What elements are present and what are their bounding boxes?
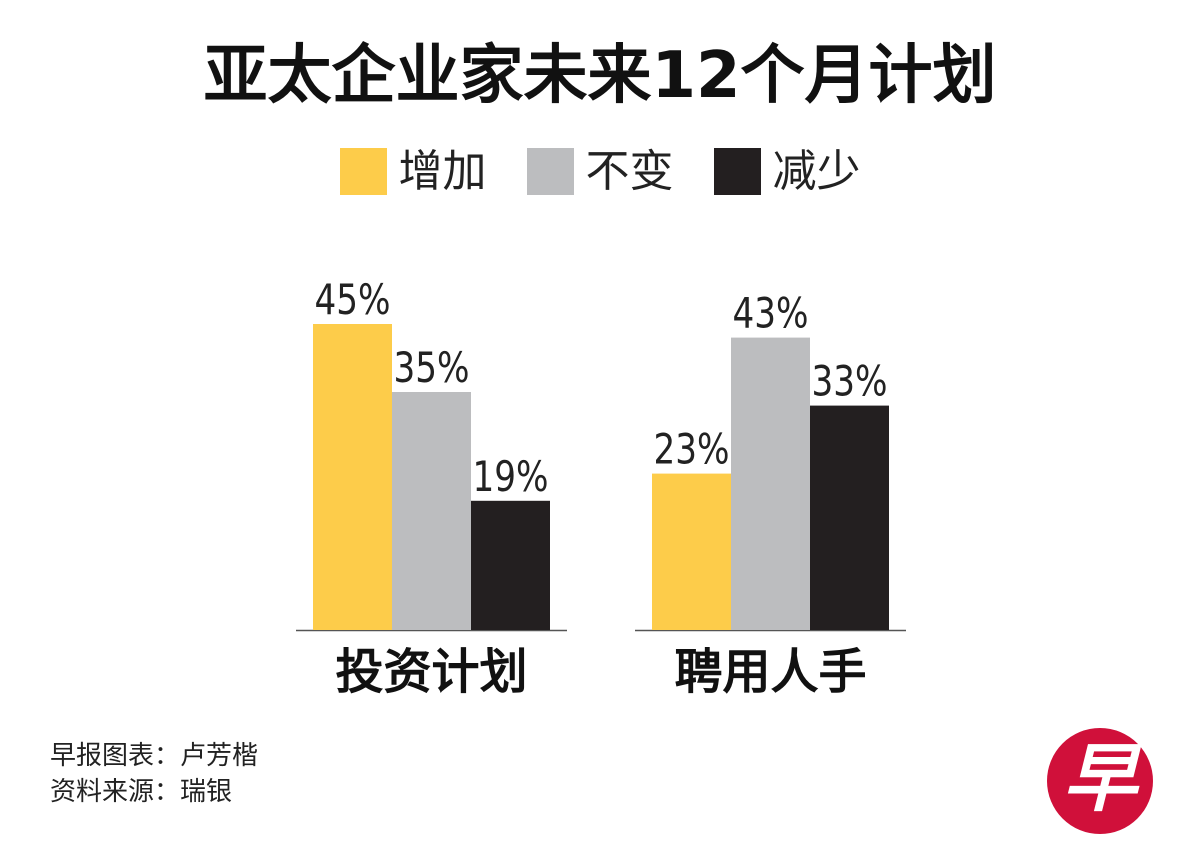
legend-item: 减少 bbox=[713, 145, 861, 197]
legend-swatch bbox=[339, 148, 387, 195]
legend-label: 不变 bbox=[585, 145, 674, 197]
chart-title: 亚太企业家未来12个月计划 bbox=[203, 39, 997, 113]
bar-value-label: 35% bbox=[394, 343, 470, 392]
bar bbox=[652, 473, 731, 630]
bar bbox=[731, 337, 810, 630]
logo-glyph: 早 bbox=[1063, 736, 1137, 822]
chart-footer: 早报图表：卢芳楷 资料来源：瑞银 bbox=[50, 738, 258, 810]
legend-item: 增加 bbox=[339, 145, 487, 197]
legend-swatch bbox=[526, 148, 574, 195]
bar-value-label: 19% bbox=[473, 452, 549, 501]
bar bbox=[471, 500, 550, 630]
legend-swatch bbox=[713, 148, 761, 195]
data-source: 资料来源：瑞银 bbox=[50, 777, 233, 807]
bar-value-label: 43% bbox=[733, 289, 809, 338]
bar-value-label: 33% bbox=[812, 357, 888, 406]
category-label: 聘用人手 bbox=[674, 644, 866, 700]
legend-label: 增加 bbox=[398, 145, 487, 197]
graphic-credit: 早报图表：卢芳楷 bbox=[50, 741, 259, 771]
legend-item: 不变 bbox=[526, 145, 674, 197]
bar-value-label: 23% bbox=[654, 425, 730, 474]
chart-legend: 增加 不变 减少 bbox=[0, 148, 1200, 195]
bar bbox=[392, 392, 471, 630]
legend-label: 减少 bbox=[772, 145, 861, 197]
zaobao-logo: 早 bbox=[1047, 728, 1153, 834]
bar bbox=[313, 324, 392, 630]
bar-value-label: 45% bbox=[315, 275, 391, 324]
bar bbox=[810, 405, 889, 630]
category-label: 投资计划 bbox=[335, 644, 527, 700]
